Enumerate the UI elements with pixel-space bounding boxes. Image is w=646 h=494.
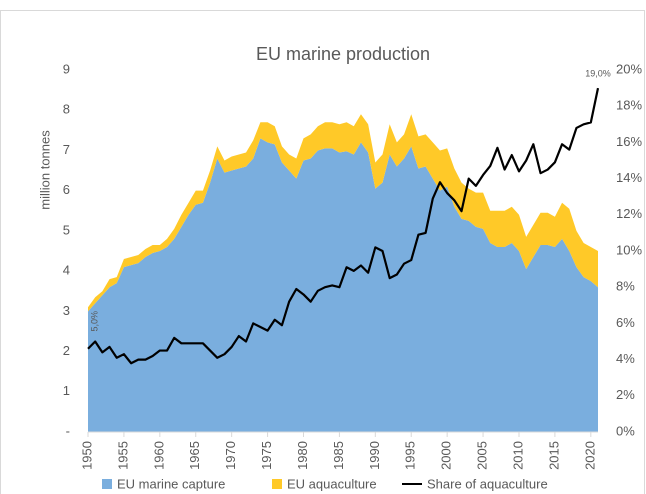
y2-tick-label: 18% [616, 98, 642, 113]
legend-label: Share of aquaculture [427, 476, 548, 491]
legend-label: EU aquaculture [287, 476, 377, 491]
x-tick-label: 2020 [582, 441, 597, 470]
area [88, 114, 598, 312]
y-tick-label: 6 [63, 182, 70, 197]
y2-tick-label: 0% [616, 423, 635, 438]
x-tick-label: 1965 [187, 441, 202, 470]
y2-tick-label: 4% [616, 351, 635, 366]
x-tick-label: 1995 [403, 441, 418, 470]
y-tick-label: 5 [63, 222, 70, 237]
y-tick-label: 7 [63, 142, 70, 157]
x-tick-label: 1960 [151, 441, 166, 470]
y-tick-label: 9 [63, 61, 70, 76]
x-tick-label: 1975 [259, 441, 274, 470]
y2-tick-label: 10% [616, 242, 642, 257]
y-tick-label: 1 [63, 383, 70, 398]
y2-tick-label: 6% [616, 315, 635, 330]
x-tick-label: 2000 [439, 441, 454, 470]
chart-title: EU marine production [256, 44, 430, 64]
line [87, 87, 600, 365]
y2-tick-label: 8% [616, 279, 635, 294]
data-label: 19,0% [585, 68, 611, 78]
data-label: 5,0% [90, 311, 100, 332]
legend-swatch [272, 479, 282, 489]
x-tick-label: 1970 [223, 441, 238, 470]
y-axis-label: million tonnes [37, 130, 52, 210]
y2-tick-label: 14% [616, 170, 642, 185]
legend-label: EU marine capture [117, 476, 225, 491]
chart-border [0, 10, 645, 494]
x-tick-label: 2015 [546, 441, 561, 470]
y-tick-label: 4 [63, 263, 70, 278]
x-tick-label: 1955 [115, 441, 130, 470]
x-tick-label: 1950 [79, 441, 94, 470]
y-tick-label: - [66, 423, 70, 438]
x-tick-label: 2010 [510, 441, 525, 470]
y-tick-label: 2 [63, 343, 70, 358]
x-tick-label: 1985 [331, 441, 346, 470]
y-tick-label: 3 [63, 303, 70, 318]
y2-tick-label: 12% [616, 206, 642, 221]
x-tick-label: 1990 [367, 441, 382, 470]
y2-tick-label: 16% [616, 134, 642, 149]
y-tick-label: 8 [63, 102, 70, 117]
y2-tick-label: 20% [616, 61, 642, 76]
legend-swatch [102, 479, 112, 489]
y2-tick-label: 2% [616, 387, 635, 402]
area [88, 138, 598, 432]
x-tick-label: 1980 [295, 441, 310, 470]
x-tick-label: 2005 [475, 441, 490, 470]
